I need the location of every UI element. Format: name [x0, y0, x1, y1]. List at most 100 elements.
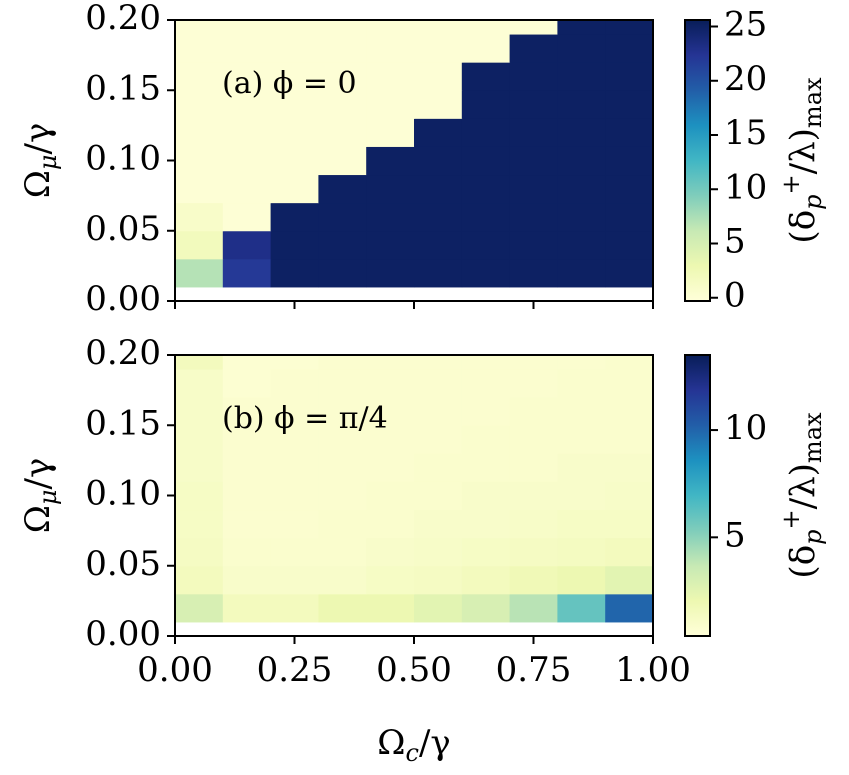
colorbar-tick-label: 25: [724, 5, 767, 45]
heatmap-cell: [222, 174, 272, 204]
heatmap-cell: [605, 425, 654, 454]
heatmap-cell: [175, 146, 224, 176]
colorbar-tick-label: 10: [724, 408, 767, 448]
heatmap-cell: [270, 397, 319, 426]
heatmap-cell: [414, 453, 463, 482]
heatmap-cell: [509, 369, 558, 398]
heatmap-cell: [222, 355, 272, 370]
heatmap-cell: [366, 202, 415, 232]
heatmap-cell: [270, 425, 319, 454]
heatmap-cell: [509, 537, 558, 567]
heatmap-cell: [461, 202, 511, 232]
y-tick-label: 0.20: [85, 333, 161, 373]
heatmap-cell: [270, 481, 319, 511]
heatmap-cell: [175, 593, 224, 623]
colorbar: [684, 19, 711, 302]
heatmap-cell: [222, 509, 272, 539]
heatmap-cell: [414, 355, 463, 370]
heatmap-cell: [175, 481, 224, 511]
heatmap-cell: [318, 397, 367, 426]
heatmap-cell: [605, 453, 654, 482]
y-axis-label-part: /γ: [18, 123, 58, 155]
heatmap-cell: [509, 425, 558, 454]
heatmap-cell: [222, 593, 272, 623]
heatmap-cell: [222, 397, 272, 426]
heatmap-cell: [270, 230, 319, 260]
heatmap-cell: [175, 174, 224, 204]
y-tick-label: 0.15: [85, 68, 161, 108]
heatmap-cell: [366, 369, 415, 398]
colorbar-label-part: /λ): [783, 128, 823, 174]
heatmap-cell: [605, 355, 654, 370]
heatmap-cell: [605, 62, 654, 91]
heatmap-cell: [557, 565, 606, 595]
heatmap-cell: [175, 537, 224, 567]
heatmap-cell: [605, 20, 654, 35]
heatmap-cell: [318, 509, 367, 539]
x-axis-label: Ωc/γ: [377, 723, 450, 767]
heatmap-cell: [605, 481, 654, 511]
x-tick-label: 1.00: [615, 650, 691, 690]
heatmap-cell: [175, 34, 224, 63]
heatmap-cell: [318, 146, 367, 176]
heatmap-cell: [461, 230, 511, 260]
heatmap-cell: [605, 90, 654, 119]
heatmap-cell: [270, 146, 319, 176]
heatmap-cell: [414, 90, 463, 119]
heatmap-cell: [318, 593, 367, 623]
heatmap-cell: [318, 258, 367, 288]
colorbar-tick-label: 5: [724, 515, 746, 555]
colorbar-label-part: max: [799, 412, 827, 463]
y-axis-label: Ωμ/γ: [18, 458, 62, 534]
heatmap-cell: [175, 258, 224, 288]
heatmap-cell: [605, 509, 654, 539]
heatmap-cell: [461, 62, 511, 91]
heatmap-cell: [509, 20, 558, 35]
heatmap-cell: [605, 202, 654, 232]
y-tick-label: 0.20: [85, 0, 161, 38]
y-axis-label-part: μ: [34, 154, 62, 170]
heatmap-cell: [557, 355, 606, 370]
heatmap-cell: [270, 62, 319, 91]
heatmap-cell: [461, 20, 511, 35]
heatmap-cell: [318, 202, 367, 232]
heatmap-cell: [461, 593, 511, 623]
heatmap-cell: [222, 202, 272, 232]
heatmap-cell: [175, 62, 224, 91]
heatmap-cell: [557, 230, 606, 260]
heatmap-cell: [366, 453, 415, 482]
heatmap-cell: [557, 20, 606, 35]
heatmap-cell: [366, 481, 415, 511]
heatmap-cell: [366, 509, 415, 539]
heatmap-cell: [557, 509, 606, 539]
heatmap-cell: [222, 481, 272, 511]
heatmap-cell: [605, 565, 654, 595]
heatmap-cell: [366, 90, 415, 119]
colorbar-label-part: max: [799, 77, 827, 128]
heatmap-cell: [557, 90, 606, 119]
heatmap-cell: [175, 230, 224, 260]
heatmap-cell: [557, 369, 606, 398]
heatmap-cell: [175, 453, 224, 482]
heatmap-cell: [366, 34, 415, 63]
heatmap-cell: [414, 258, 463, 288]
heatmap-cell: [222, 537, 272, 567]
heatmap-cell: [557, 453, 606, 482]
heatmap-cell: [175, 565, 224, 595]
colorbar-label-part: p: [799, 529, 827, 544]
heatmap-cell: [222, 258, 272, 288]
heatmap-cell: [318, 174, 367, 204]
annotation: (a) ϕ = 0: [222, 66, 357, 101]
heatmap-cell: [557, 146, 606, 176]
x-tick-label: 0.25: [257, 650, 333, 690]
heatmap-cell: [557, 34, 606, 63]
heatmap-cell: [366, 118, 415, 147]
heatmap-cell: [509, 565, 558, 595]
y-tick-label: 0.00: [85, 279, 161, 319]
heatmap-cell: [509, 481, 558, 511]
heatmap-cell: [270, 34, 319, 63]
heatmap-cell: [318, 34, 367, 63]
heatmap-cell: [461, 258, 511, 288]
heatmap-cell: [270, 90, 319, 119]
heatmap-cell: [605, 34, 654, 63]
